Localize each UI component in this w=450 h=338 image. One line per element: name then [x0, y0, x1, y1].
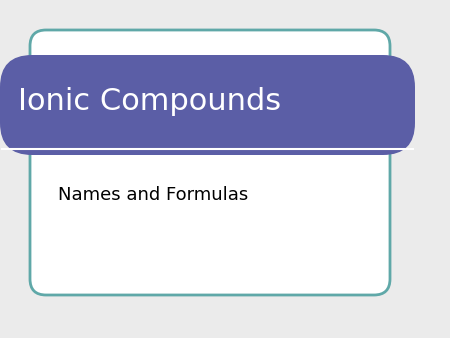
Text: Ionic Compounds: Ionic Compounds	[18, 87, 281, 116]
FancyBboxPatch shape	[0, 55, 415, 155]
FancyBboxPatch shape	[30, 30, 390, 295]
Text: Names and Formulas: Names and Formulas	[58, 186, 248, 204]
